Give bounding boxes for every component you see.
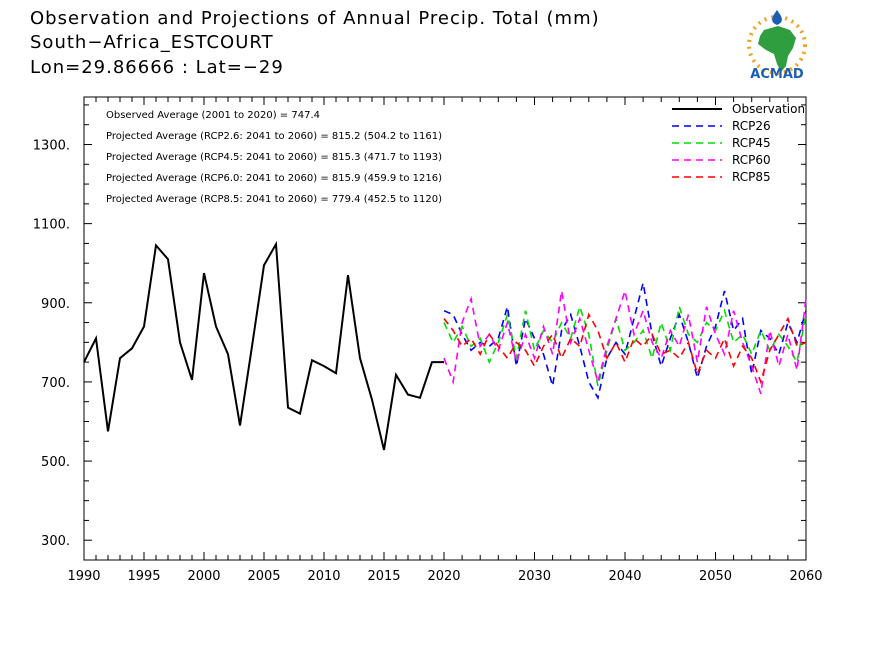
x-tick-label: 1995 <box>127 569 160 584</box>
x-tick-label: 2040 <box>608 569 641 584</box>
stat-rcp85: Projected Average (RCP8.5: 2041 to 2060)… <box>106 194 442 205</box>
series-line-rcp26 <box>443 282 807 400</box>
stat-rcp45: Projected Average (RCP4.5: 2041 to 2060)… <box>106 152 442 163</box>
water-drop-icon <box>772 10 782 25</box>
y-tick-label: 1300. <box>33 138 70 153</box>
stat-observed: Observed Average (2001 to 2020) = 747.4 <box>106 110 320 121</box>
chart-title: Observation and Projections of Annual Pr… <box>30 8 600 29</box>
x-tick-label: 2000 <box>187 569 220 584</box>
logo-text: ACMAD <box>750 67 804 82</box>
logo-sun-rays <box>747 15 807 75</box>
data-series <box>83 240 807 451</box>
y-tick-label: 300. <box>41 534 70 549</box>
x-tick-label: 2030 <box>518 569 551 584</box>
x-tick-label: 2020 <box>427 569 460 584</box>
y-tick-label: 1100. <box>33 218 70 233</box>
stat-rcp60: Projected Average (RCP6.0: 2041 to 2060)… <box>106 173 442 184</box>
legend-label-rcp45: RCP45 <box>732 136 771 150</box>
axis-ticks <box>83 97 807 560</box>
stat-rcp26: Projected Average (RCP2.6: 2041 to 2060)… <box>106 131 442 142</box>
x-tick-label: 2060 <box>789 569 822 584</box>
series-line-rcp45 <box>443 303 807 387</box>
series-line-observation <box>83 240 444 451</box>
stats-annotations: Observed Average (2001 to 2020) = 747.4 … <box>106 110 442 205</box>
acmad-logo: ACMAD <box>747 10 807 82</box>
x-tick-label: 2010 <box>307 569 340 584</box>
y-axis-labels: 300. 500. 700. 900. 1100. 1300. <box>33 138 70 549</box>
chart-subtitle-coords: Lon=29.86666 : Lat=−29 <box>30 57 284 78</box>
legend-label-rcp85: RCP85 <box>732 170 771 184</box>
legend: Observation RCP26 RCP45 RCP60 RCP85 <box>672 102 805 184</box>
y-tick-label: 900. <box>41 297 70 312</box>
x-axis-labels: 1990 1995 2000 2005 2010 2015 2020 2030 2040 2050… <box>67 569 822 584</box>
africa-shape-icon <box>758 26 796 72</box>
series-line-rcp85 <box>443 312 807 385</box>
y-tick-label: 700. <box>41 376 70 391</box>
y-tick-label: 500. <box>41 455 70 470</box>
x-tick-label: 2015 <box>367 569 400 584</box>
x-tick-label: 2050 <box>699 569 732 584</box>
chart-subtitle-location: South−Africa_ESTCOURT <box>30 32 274 53</box>
legend-label-rcp26: RCP26 <box>732 119 771 133</box>
x-tick-label: 2005 <box>247 569 280 584</box>
x-tick-label: 1990 <box>67 569 100 584</box>
legend-label-rcp60: RCP60 <box>732 153 771 167</box>
plot-frame <box>83 96 807 561</box>
legend-label-observation: Observation <box>732 102 805 116</box>
